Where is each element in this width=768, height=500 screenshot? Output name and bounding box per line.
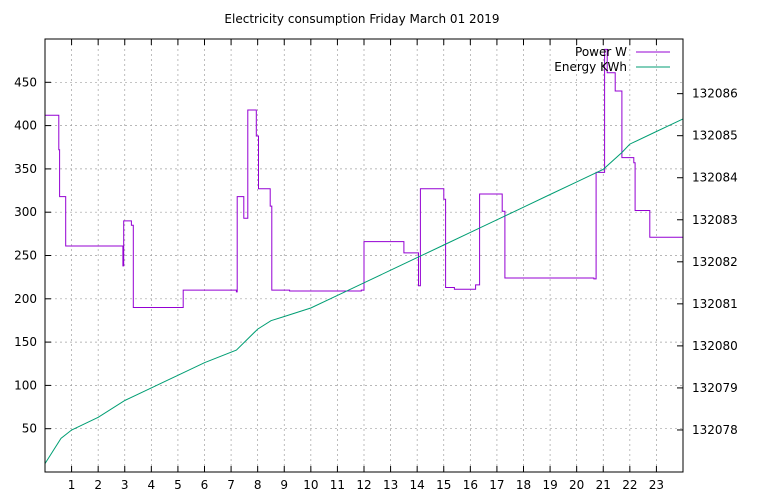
series-line-1 [44, 118, 684, 464]
y2-tick-label: 132082 [692, 255, 738, 269]
x-tick-label: 12 [356, 478, 371, 492]
x-tick-label: 11 [330, 478, 345, 492]
x-tick-label: 3 [121, 478, 129, 492]
y2-tick-label: 132080 [692, 339, 738, 353]
legend-label: Power W [575, 45, 627, 59]
x-tick-label: 23 [649, 478, 664, 492]
y-tick-label: 250 [14, 249, 37, 263]
x-tick-label: 13 [383, 478, 398, 492]
y2-tick-label: 132083 [692, 213, 738, 227]
legend-label: Energy KWh [554, 60, 627, 74]
x-tick-label: 8 [254, 478, 262, 492]
x-tick-label: 5 [174, 478, 182, 492]
x-tick-label: 14 [410, 478, 425, 492]
y-tick-label: 50 [22, 422, 37, 436]
y-tick-label: 100 [14, 378, 37, 392]
y2-tick-label: 132084 [692, 171, 738, 185]
x-tick-label: 20 [569, 478, 584, 492]
y-tick-label: 150 [14, 335, 37, 349]
y2-tick-label: 132079 [692, 381, 738, 395]
x-tick-label: 10 [303, 478, 318, 492]
axis-ticks [45, 39, 683, 472]
x-tick-label: 4 [148, 478, 156, 492]
series-line-0 [45, 48, 683, 308]
x-tick-label: 7 [227, 478, 235, 492]
x-tick-label: 2 [94, 478, 102, 492]
grid [45, 39, 683, 472]
x-tick-label: 18 [516, 478, 531, 492]
x-tick-label: 15 [436, 478, 451, 492]
y-tick-label: 400 [14, 119, 37, 133]
y-tick-label: 300 [14, 205, 37, 219]
series-lines [44, 48, 684, 464]
x-tick-label: 19 [542, 478, 557, 492]
x-tick-label: 6 [201, 478, 209, 492]
y2-tick-label: 132086 [692, 87, 738, 101]
y-tick-label: 200 [14, 292, 37, 306]
y2-tick-label: 132081 [692, 297, 738, 311]
x-tick-label: 21 [596, 478, 611, 492]
y2-tick-label: 132078 [692, 423, 738, 437]
x-tick-label: 17 [489, 478, 504, 492]
x-tick-label: 22 [622, 478, 637, 492]
tick-labels: 1 2 3 4 5 6 7 8 9 10 11 12 13 14 15 16 17 18 19 20 21 22 23501… [14, 75, 738, 492]
x-tick-label: 9 [280, 478, 288, 492]
x-tick-label: 1 [68, 478, 76, 492]
x-tick-label: 16 [463, 478, 478, 492]
y-tick-label: 450 [14, 75, 37, 89]
y-tick-label: 350 [14, 162, 37, 176]
chart-title: Electricity consumption Friday March 01 … [224, 12, 499, 26]
y2-tick-label: 132085 [692, 129, 738, 143]
